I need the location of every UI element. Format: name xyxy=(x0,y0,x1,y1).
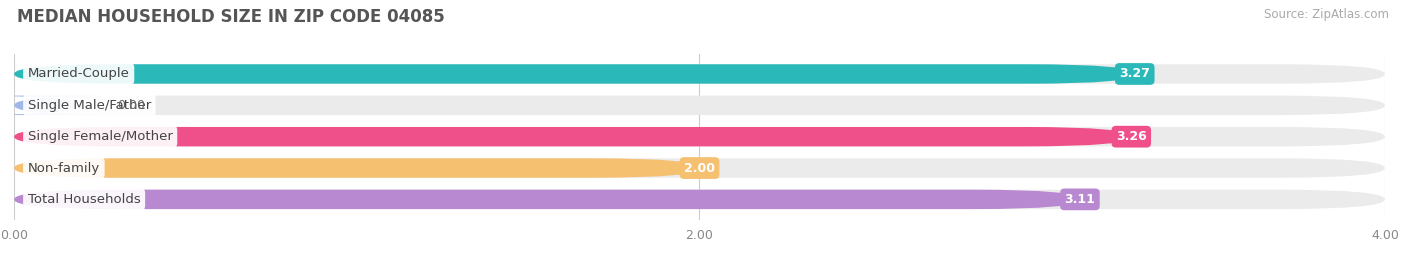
FancyBboxPatch shape xyxy=(14,64,1385,84)
Text: Non-family: Non-family xyxy=(28,162,100,174)
Text: Single Male/Father: Single Male/Father xyxy=(28,99,150,112)
Text: 2.00: 2.00 xyxy=(683,162,716,174)
FancyBboxPatch shape xyxy=(0,96,121,115)
Text: 3.26: 3.26 xyxy=(1116,130,1147,143)
FancyBboxPatch shape xyxy=(14,127,1385,146)
Text: Single Female/Mother: Single Female/Mother xyxy=(28,130,173,143)
FancyBboxPatch shape xyxy=(14,158,1385,178)
Text: 3.27: 3.27 xyxy=(1119,68,1150,80)
Text: 3.11: 3.11 xyxy=(1064,193,1095,206)
Text: Total Households: Total Households xyxy=(28,193,141,206)
FancyBboxPatch shape xyxy=(14,158,700,178)
Text: 0.00: 0.00 xyxy=(117,99,145,112)
FancyBboxPatch shape xyxy=(14,190,1080,209)
Text: Married-Couple: Married-Couple xyxy=(28,68,129,80)
FancyBboxPatch shape xyxy=(14,127,1132,146)
FancyBboxPatch shape xyxy=(14,96,1385,115)
Text: MEDIAN HOUSEHOLD SIZE IN ZIP CODE 04085: MEDIAN HOUSEHOLD SIZE IN ZIP CODE 04085 xyxy=(17,8,444,26)
Text: Source: ZipAtlas.com: Source: ZipAtlas.com xyxy=(1264,8,1389,21)
FancyBboxPatch shape xyxy=(14,190,1385,209)
FancyBboxPatch shape xyxy=(14,64,1135,84)
